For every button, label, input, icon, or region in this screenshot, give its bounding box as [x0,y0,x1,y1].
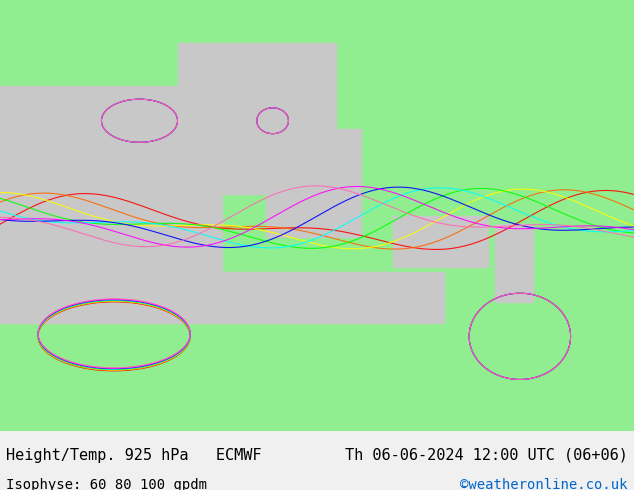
Bar [0,86,222,323]
Text: ©weatheronline.co.uk: ©weatheronline.co.uk [460,478,628,490]
Bar [495,224,533,302]
Text: Th 06-06-2024 12:00 UTC (06+06): Th 06-06-2024 12:00 UTC (06+06) [345,448,628,463]
Text: Height/Temp. 925 hPa   ECMWF: Height/Temp. 925 hPa ECMWF [6,448,262,463]
Bar [178,43,336,194]
Bar [266,129,361,237]
Text: Isophyse: 60 80 100 gpdm: Isophyse: 60 80 100 gpdm [6,478,207,490]
Bar [393,216,488,268]
Bar [222,271,444,323]
